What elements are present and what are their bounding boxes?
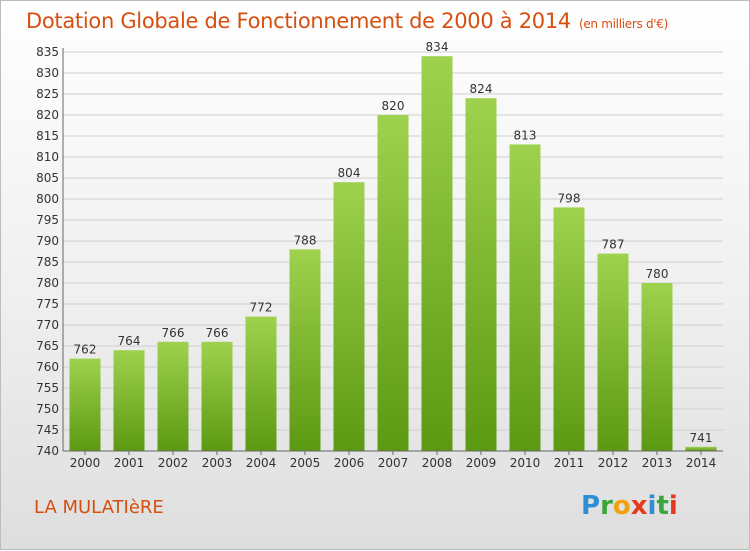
bar-value-label: 804: [338, 166, 361, 180]
chart-title-text: Dotation Globale de Fonctionnement de 20…: [26, 9, 571, 33]
bar-value-label: 772: [250, 301, 273, 315]
proxiti-logo: Proxiti: [581, 491, 678, 521]
bar: [113, 350, 145, 451]
bar-value-label: 780: [646, 267, 669, 281]
y-tick-label: 835: [36, 45, 59, 59]
x-tick-label: 2006: [334, 456, 365, 470]
x-tick-label: 2011: [554, 456, 585, 470]
x-tick-label: 2010: [510, 456, 541, 470]
logo-letter: i: [647, 491, 657, 521]
bar: [685, 446, 717, 451]
chart-subtitle: (en milliers d'€): [578, 17, 668, 31]
y-tick-label: 760: [36, 360, 59, 374]
bar: [245, 316, 277, 451]
y-tick-label: 805: [36, 171, 59, 185]
x-tick-label: 2013: [642, 456, 673, 470]
value-labels: 762 764 766 766 772 788 804 820 834 824 813 798 787 7…: [74, 40, 713, 445]
bar: [421, 56, 453, 451]
y-tick-label: 825: [36, 87, 59, 101]
x-tick-label: 2007: [378, 456, 409, 470]
y-tick-label: 745: [36, 423, 59, 437]
bar-value-label: 834: [426, 40, 449, 54]
bar-value-label: 766: [162, 326, 185, 340]
logo-letter: r: [600, 491, 613, 521]
bar-value-label: 824: [470, 82, 493, 96]
commune-name: LA MULATIèRE: [34, 497, 164, 518]
logo-letter: P: [581, 491, 601, 521]
bar: [465, 98, 497, 451]
bar-value-label: 813: [514, 128, 537, 142]
bar: [377, 115, 409, 451]
bar: [597, 253, 629, 451]
bar: [201, 341, 233, 451]
y-tick-label: 815: [36, 129, 59, 143]
y-tick-label: 785: [36, 255, 59, 269]
bar-value-label: 764: [118, 334, 141, 348]
y-tick-label: 770: [36, 318, 59, 332]
bar-value-label: 762: [74, 343, 97, 357]
y-tick-label: 830: [36, 66, 59, 80]
bar: [289, 249, 321, 451]
bar-value-label: 766: [206, 326, 229, 340]
x-tick-label: 2003: [202, 456, 233, 470]
y-tick-label: 775: [36, 297, 59, 311]
logo-letter: t: [656, 491, 669, 521]
y-tick-label: 740: [36, 444, 59, 458]
bar-value-label: 788: [294, 233, 317, 247]
x-tick-label: 2002: [158, 456, 189, 470]
bars: [69, 56, 717, 451]
x-tick-label: 2008: [422, 456, 453, 470]
bar-value-label: 798: [558, 191, 581, 205]
y-tick-label: 780: [36, 276, 59, 290]
y-tick-label: 765: [36, 339, 59, 353]
logo-letter: o: [612, 491, 631, 521]
x-tick-label: 2014: [686, 456, 717, 470]
bar-value-label: 820: [382, 99, 405, 113]
x-tick-label: 2009: [466, 456, 497, 470]
bar: [333, 182, 365, 451]
bar-value-label: 741: [690, 431, 713, 445]
bar: [553, 207, 585, 451]
logo-letter: i: [668, 491, 678, 521]
y-tick-label: 820: [36, 108, 59, 122]
y-tick-label: 800: [36, 192, 59, 206]
x-tick-label: 2001: [114, 456, 145, 470]
chart-title: Dotation Globale de Fonctionnement de 20…: [26, 9, 668, 33]
x-tick-label: 2005: [290, 456, 321, 470]
bar: [157, 341, 189, 451]
y-tick-label: 755: [36, 381, 59, 395]
y-tick-label: 750: [36, 402, 59, 416]
bar: [69, 358, 101, 451]
y-tick-label: 790: [36, 234, 59, 248]
axes: 740 745 750 755 760 765 770 775 780 785 790 795 800 8…: [36, 45, 723, 470]
x-tick-label: 2000: [70, 456, 101, 470]
x-tick-label: 2004: [246, 456, 277, 470]
y-tick-label: 810: [36, 150, 59, 164]
bar: [641, 283, 673, 451]
bar: [509, 144, 541, 451]
logo-letter: x: [630, 491, 648, 521]
y-tick-label: 795: [36, 213, 59, 227]
x-tick-label: 2012: [598, 456, 629, 470]
bar-value-label: 787: [602, 238, 625, 252]
